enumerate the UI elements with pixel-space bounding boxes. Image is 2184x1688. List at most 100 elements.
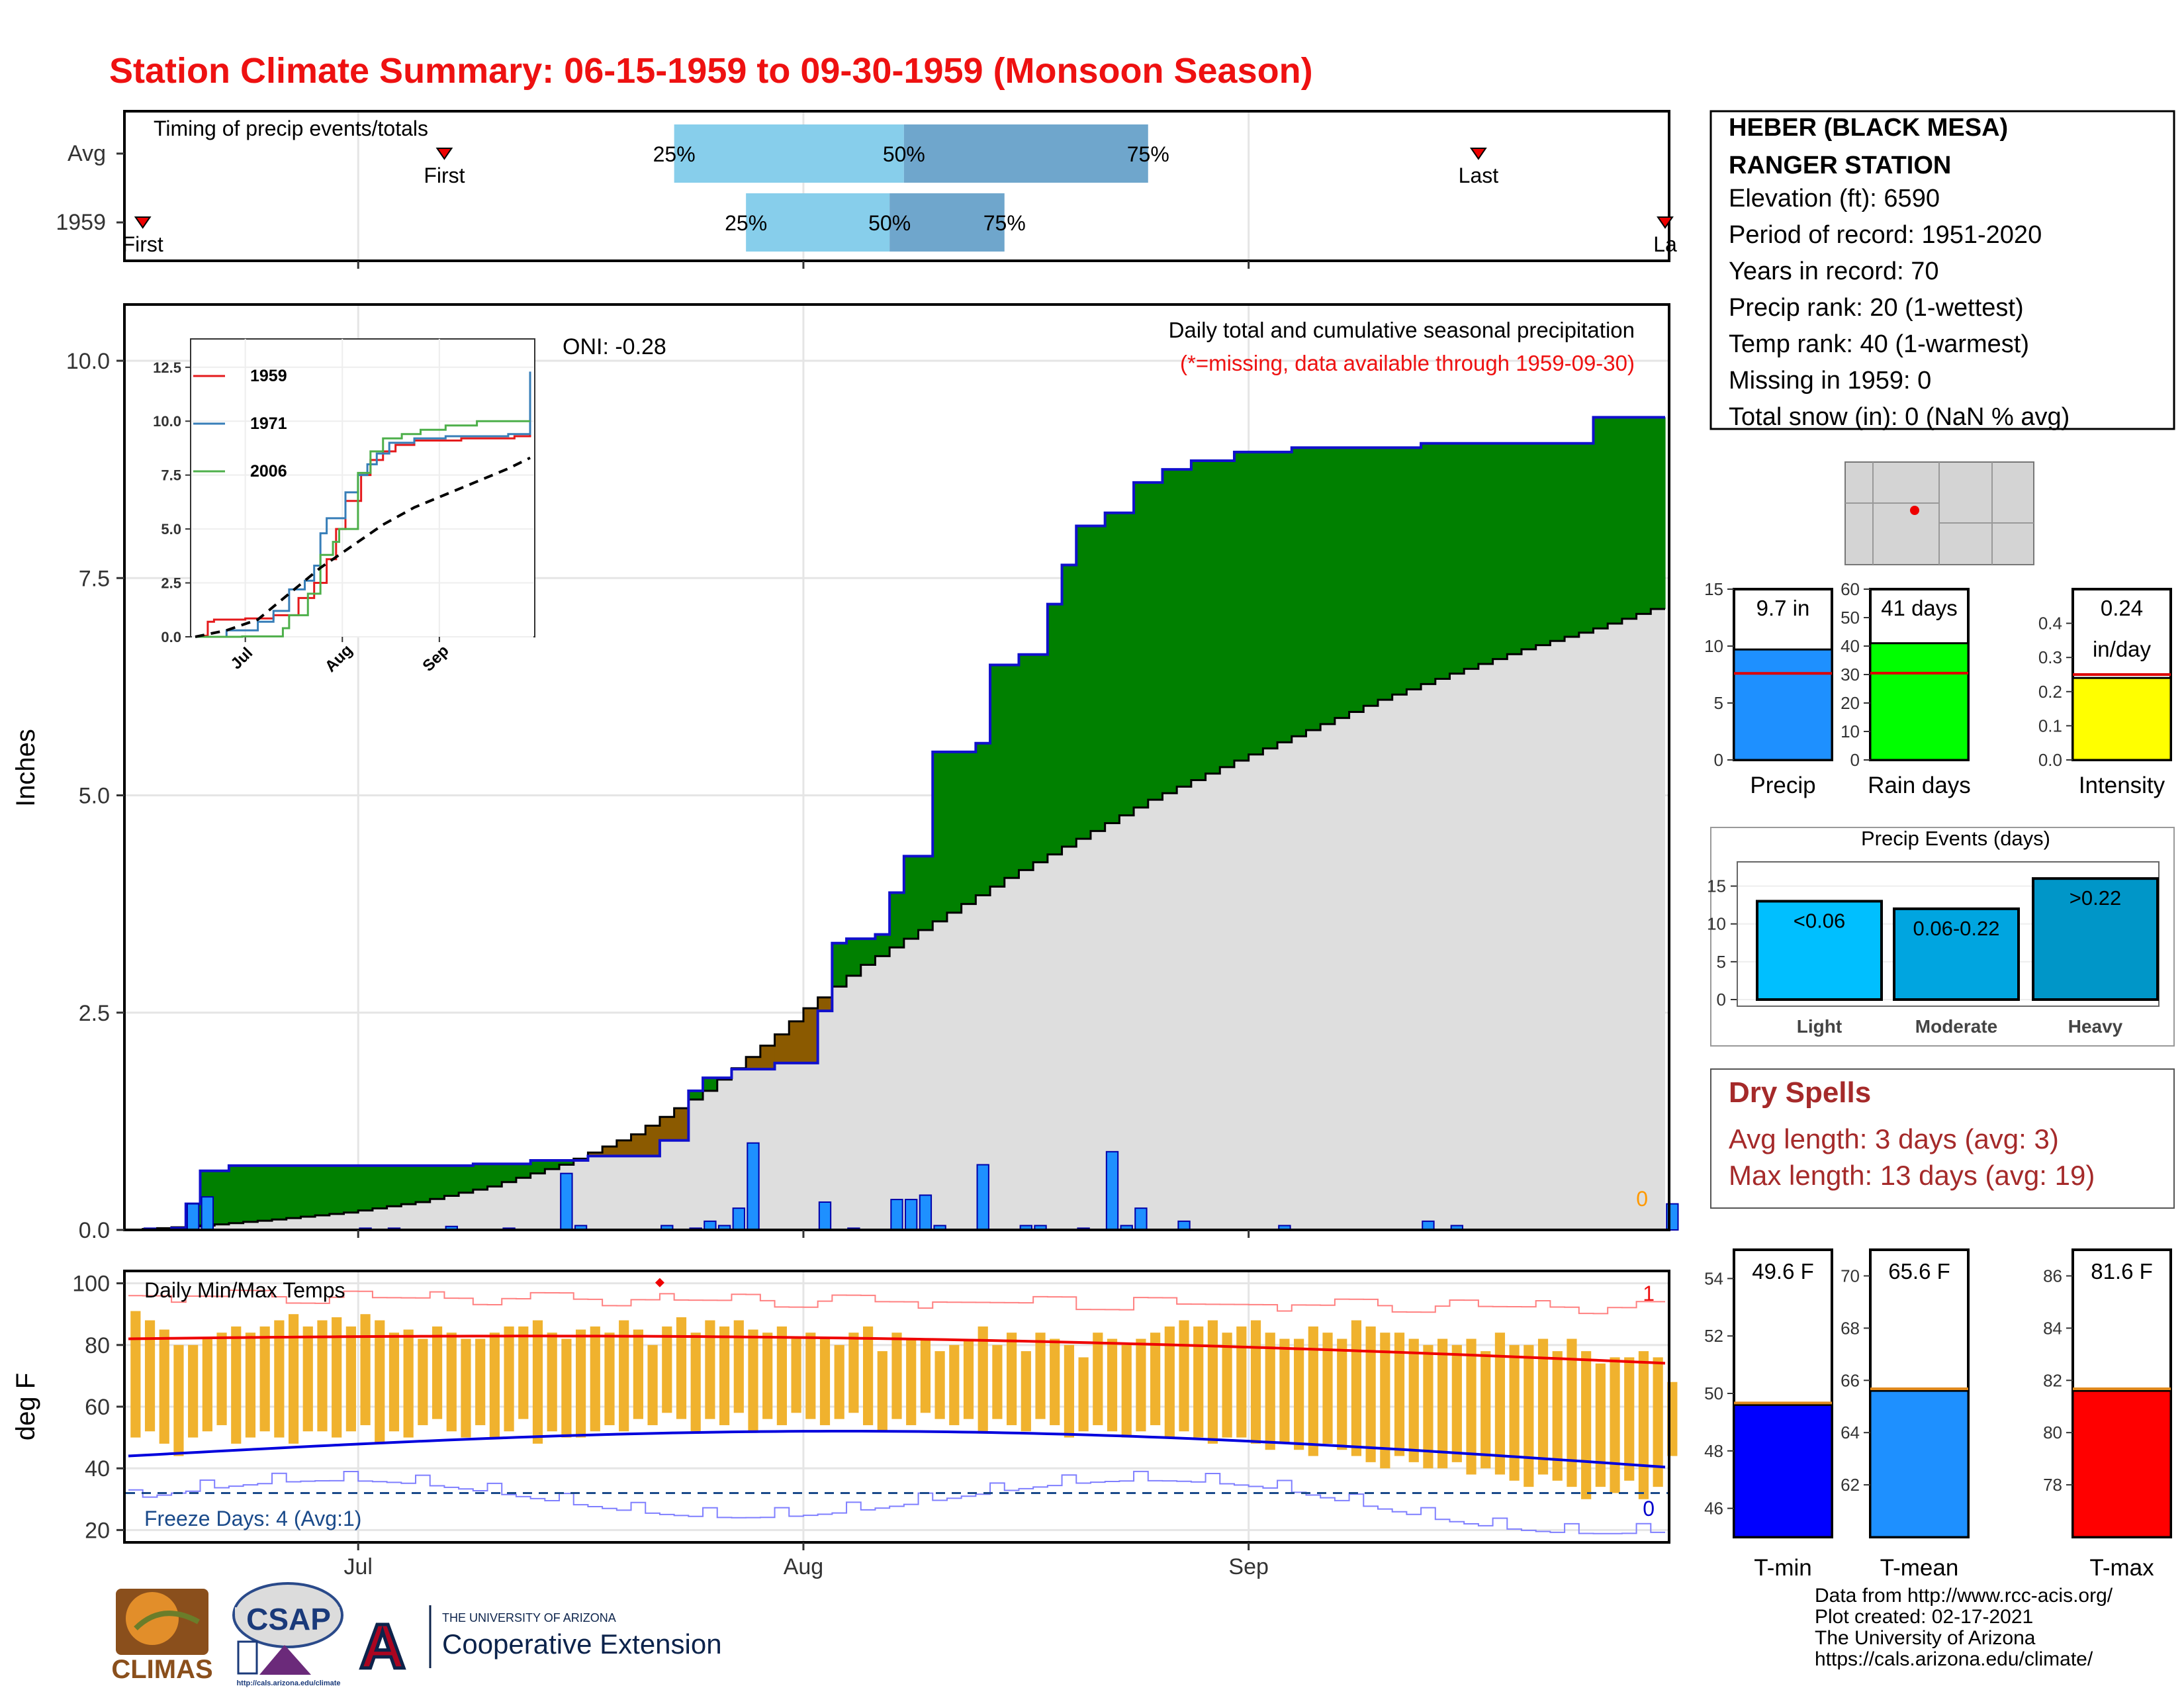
daily-temp-range-bar (1567, 1338, 1577, 1487)
dry-spells-title: Dry Spells (1729, 1076, 1871, 1109)
season-totals-bars: 9.7 in 0 5 10 15 Precip 41 days 0 10 20 30 40 50 60 Ra… (1704, 579, 2172, 798)
departure-segment-47 (803, 1008, 819, 1063)
mini-bar-tick-label: 0.0 (2038, 750, 2062, 770)
temp-ytick-label-1: 40 (85, 1456, 110, 1481)
daily-temp-range-bar (662, 1326, 672, 1413)
daily-temp-range-bar (762, 1333, 773, 1419)
mini-bar-chart-rain-days: 41 days 0 10 20 30 40 50 60 Rain days (1841, 579, 1971, 798)
mini-bar-value-label: 41 days (1881, 596, 1958, 620)
departure-segment-75 (1205, 460, 1220, 774)
departure-segment-27 (516, 1164, 531, 1178)
departure-segment-46 (789, 1021, 804, 1063)
station-location-dot (1910, 506, 1919, 515)
temp-bar-category-label: T-max (2089, 1555, 2154, 1581)
departure-segment-98 (1535, 443, 1551, 645)
departure-segment-37 (659, 1117, 675, 1141)
temp-bar-chart-t-min: 49.6 F 46 48 50 52 54 T-min (1704, 1248, 1833, 1581)
average-cumulative-line (128, 608, 1665, 1231)
station-info-frame (1709, 110, 2175, 430)
record-low-line (128, 1470, 1665, 1534)
precip-ytick-label-0: 0.0 (79, 1218, 110, 1243)
average-cumulative-area (128, 604, 1665, 1230)
departure-segment-105 (1636, 417, 1651, 614)
daily-temp-range-bar (992, 1344, 1003, 1419)
x-tick-label-1: Aug (784, 1554, 824, 1579)
x-tick-label-0: Jul (343, 1554, 372, 1579)
precip-events-content: 0 5 10 15 <0.06 Light 0.06-0.22 Moderate >0.22 He… (1707, 861, 2160, 1037)
daily-temp-range-bar (1537, 1338, 1549, 1475)
precip-y-axis: 0.0 2.5 5.0 7.5 10.0 (66, 349, 124, 1243)
mini-bar-value-unit: in/day (2093, 637, 2152, 661)
departure-segment-63 (1033, 654, 1048, 863)
daily-temp-range-bar (475, 1338, 486, 1425)
daily-temp-range-bar (1093, 1333, 1103, 1425)
temp-bar-chart-t-mean: 65.6 F 62 64 66 68 70 T-mean (1841, 1248, 1970, 1581)
mini-bar-tick-label: 0 (1714, 750, 1723, 770)
daily-temp-range-bar (1423, 1344, 1433, 1469)
season-temp-bars: 49.6 F 46 48 50 52 54 T-min 65.6 F 62 64 66 68 70 T-m… (1704, 1248, 2172, 1581)
precip-events-frame (1710, 827, 2175, 1047)
departure-segment-100 (1565, 443, 1580, 637)
station-name-line1: HEBER (BLACK MESA) (1729, 114, 2008, 142)
departure-segment-95 (1492, 443, 1508, 659)
daily-temp-range-bar (231, 1326, 242, 1444)
events-bar-label: <0.06 (1794, 909, 1845, 932)
departure-segment-99 (1550, 443, 1565, 641)
timing-1959-first-marker (134, 216, 152, 229)
precip-ylabel: Inches (11, 729, 40, 807)
daily-temp-range-bar (1351, 1320, 1362, 1456)
mini-bar-tick-label: 0.3 (2038, 647, 2062, 667)
precip-ytick-label-4: 10.0 (66, 349, 110, 374)
daily-temp-range-bar (461, 1338, 471, 1438)
temp-y-axis: 20 40 60 80 100 (72, 1272, 124, 1543)
daily-temp-range-bar (1179, 1320, 1189, 1432)
precip-caption: Daily total and cumulative seasonal prec… (1169, 318, 1635, 342)
departure-segment-71 (1148, 482, 1163, 800)
climas-wordmark: CLIMAS (111, 1655, 212, 1684)
temp-bar-tick-label: 66 (1841, 1370, 1860, 1390)
departure-segment-10 (272, 1165, 287, 1220)
timing-1959-q25-label: 25% (725, 211, 767, 235)
departure-segment-43 (746, 1056, 761, 1070)
departure-segment-67 (1090, 526, 1106, 831)
daily-temp-range-bar (1509, 1344, 1520, 1481)
events-category-label: Heavy (2068, 1016, 2123, 1037)
cold-days-count: 0 (1643, 1497, 1655, 1521)
departure-segment-64 (1047, 604, 1063, 855)
events-bar-label: 0.06-0.22 (1913, 917, 2000, 940)
departure-segment-69 (1119, 512, 1134, 816)
record-high-line (128, 1289, 1665, 1315)
temp-bar-tick-label: 48 (1704, 1441, 1723, 1461)
departure-segment-80 (1277, 451, 1293, 743)
daily-temp-range-bar (489, 1333, 500, 1438)
record-high-marker (655, 1278, 664, 1288)
temp-bar-tick-label: 46 (1704, 1499, 1723, 1519)
mini-bar-tick-label: 50 (1841, 608, 1860, 628)
daily-temp-range-bar (690, 1333, 701, 1432)
mini-bar-tick-label: 15 (1704, 579, 1723, 599)
departure-segment-59 (976, 743, 991, 896)
mini-bar-tick-label: 0.2 (2038, 682, 2062, 702)
departure-segment-79 (1263, 451, 1278, 749)
oni-label: ONI: -0.28 (563, 334, 666, 359)
temp-bar-tick-label: 82 (2043, 1370, 2062, 1390)
mini-bar-tick-label: 60 (1841, 579, 1860, 599)
station-name-line2: RANGER STATION (1729, 152, 1951, 179)
dry-spells-avg: Avg length: 3 days (avg: 3) (1729, 1123, 2059, 1154)
daily-temp-range-bar (1610, 1357, 1620, 1493)
daily-temp-range-bar (863, 1326, 874, 1425)
timing-avg-first-label: First (424, 164, 465, 187)
ua-a-icon: A (359, 1611, 405, 1682)
temp-ytick-label-4: 100 (72, 1272, 110, 1297)
daily-temp-range-bar (1322, 1333, 1333, 1444)
daily-temp-range-bar (1164, 1326, 1175, 1438)
precip-areas (128, 416, 1666, 1231)
daily-temp-range-bar (1193, 1326, 1204, 1438)
csap-wordmark: CSAP (246, 1602, 331, 1636)
departure-segment-40 (703, 1078, 718, 1091)
departure-segment-30 (559, 1160, 574, 1165)
temp-bar-tick-label: 70 (1841, 1266, 1860, 1286)
